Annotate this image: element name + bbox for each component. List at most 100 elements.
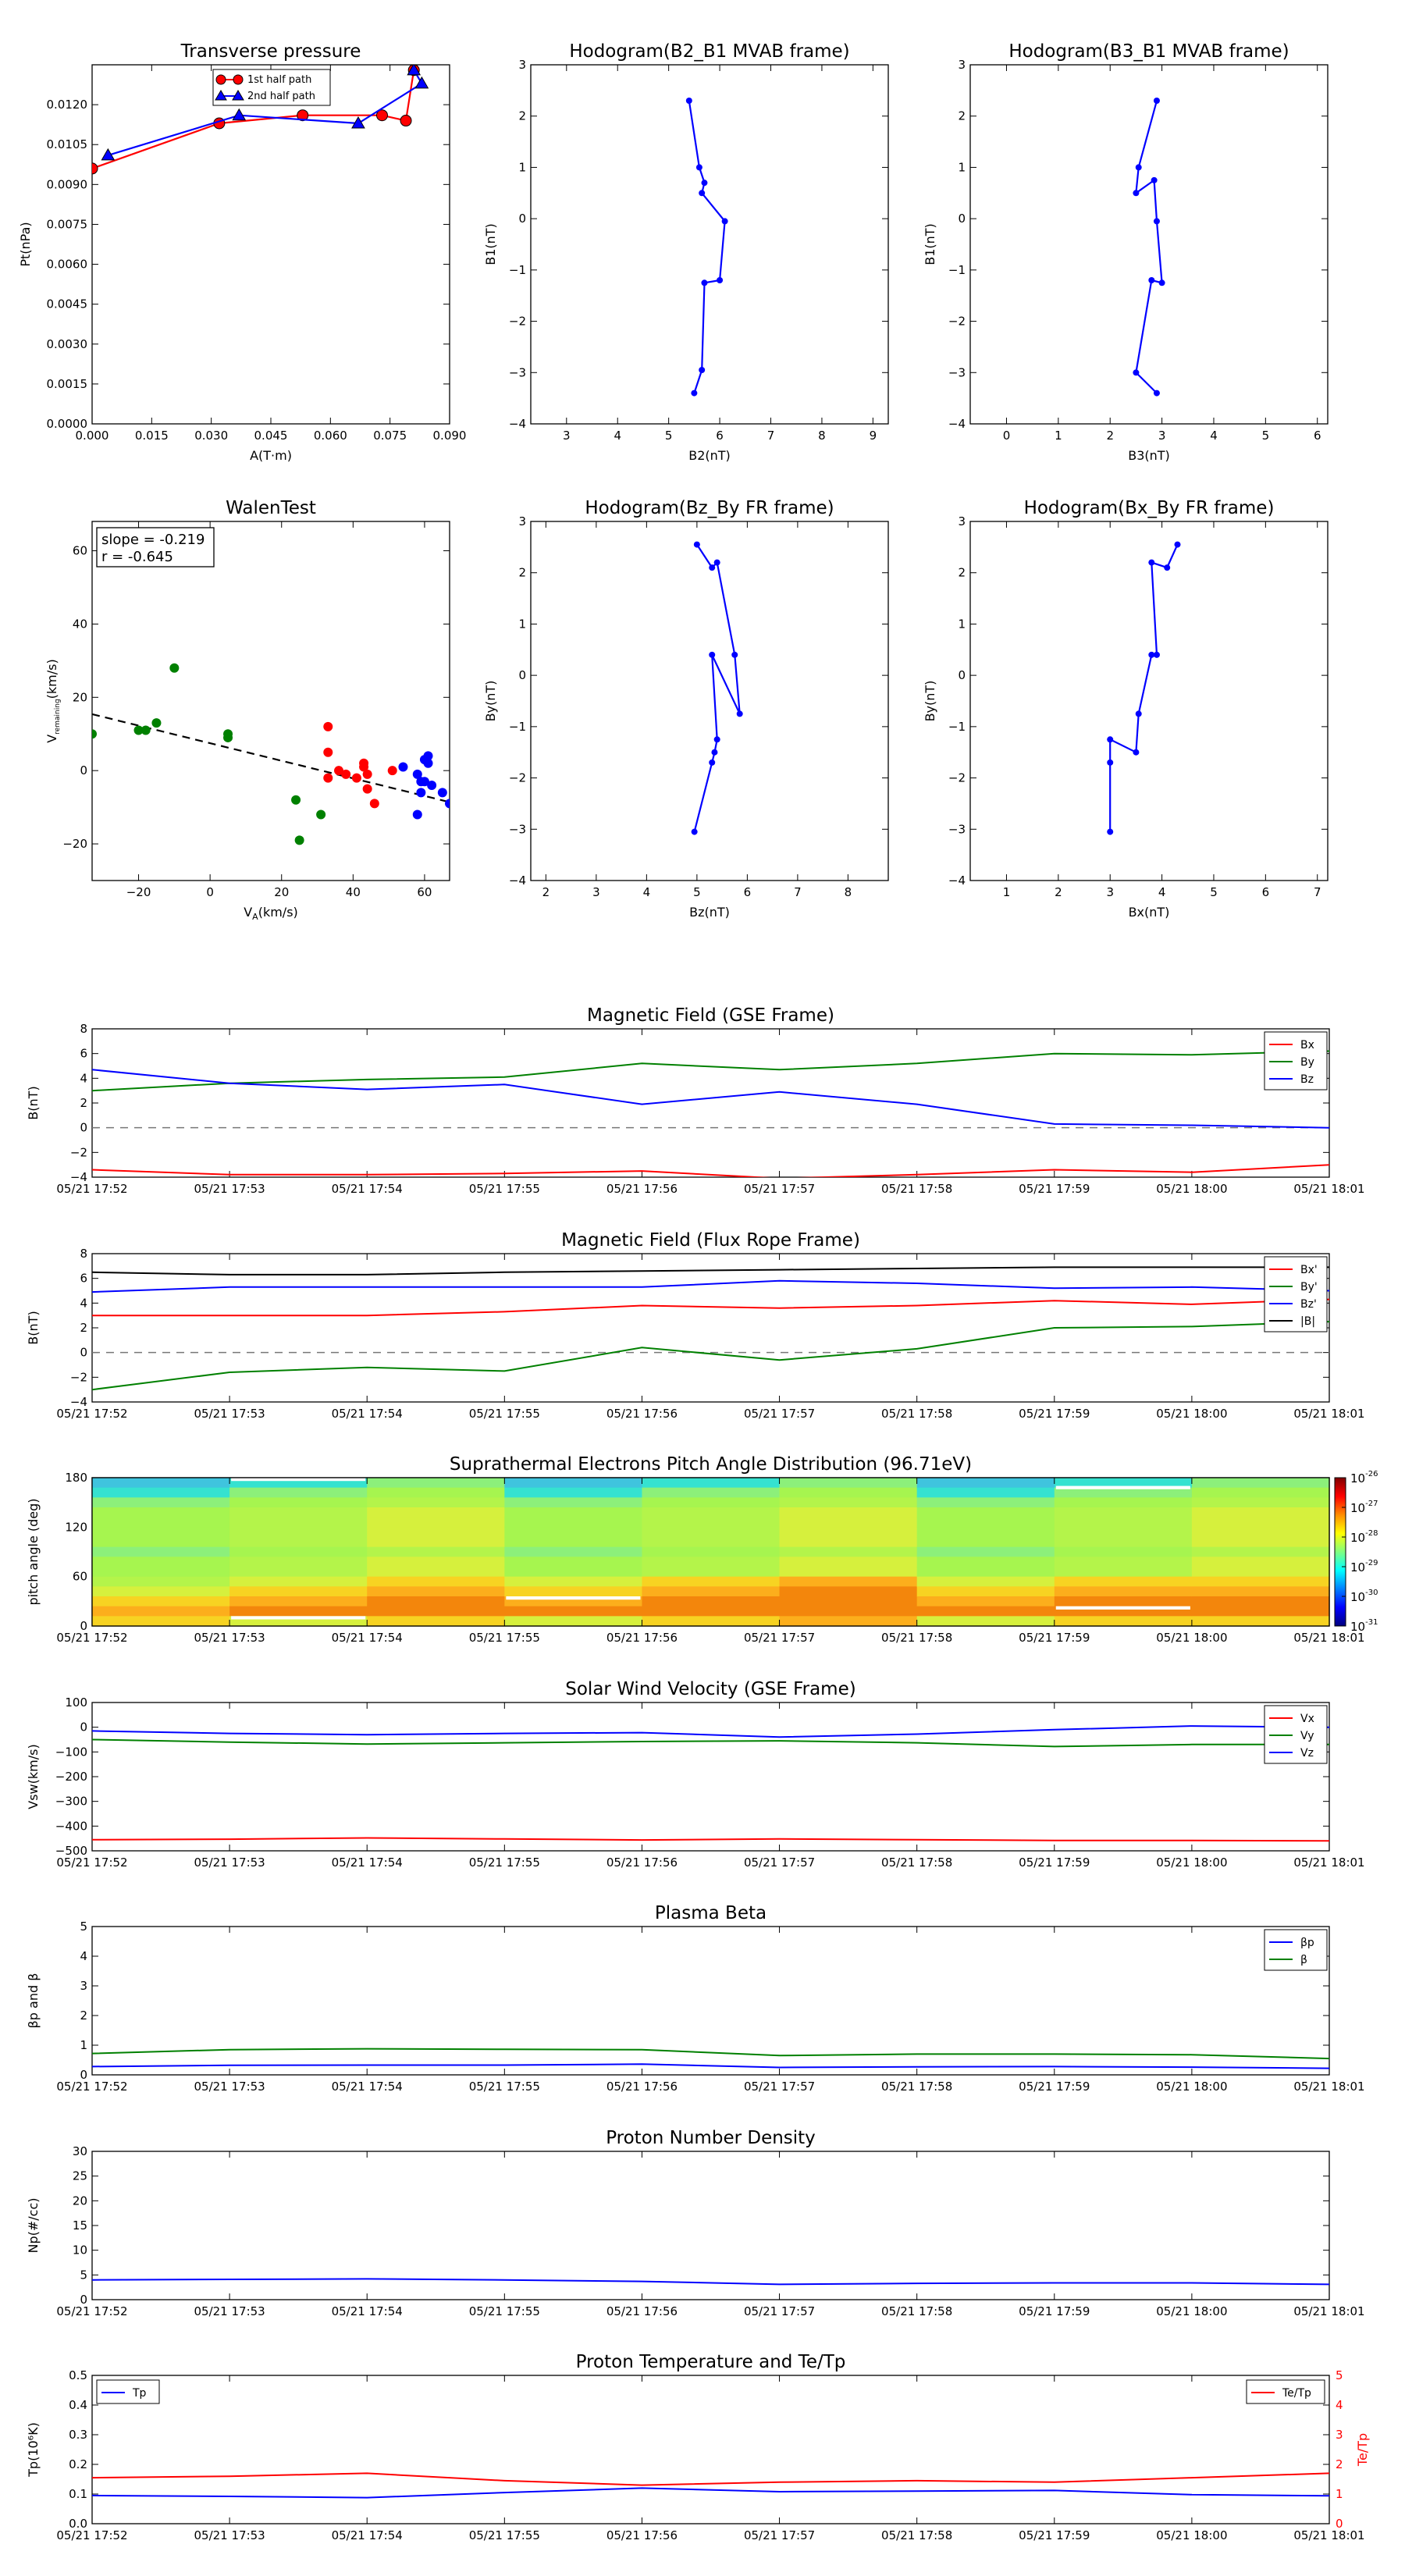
- heatmap-cell: [92, 1478, 230, 1489]
- data-point: [398, 762, 408, 772]
- y-tick-label: −200: [55, 1770, 87, 1784]
- x-tick-label: 05/21 17:53: [194, 2080, 265, 2094]
- x-tick-label: 05/21 17:54: [332, 1407, 403, 1421]
- legend-label: Bz: [1300, 1073, 1314, 1086]
- legend-label: Vx: [1300, 1713, 1314, 1725]
- chart-bfr: Magnetic Field (Flux Rope Frame) −4 −2 0 2 4 6…: [26, 1230, 1365, 1421]
- x-tick-label: 05/21 17:52: [56, 2528, 127, 2542]
- x-axis-label: Bz(nT): [689, 905, 730, 920]
- data-point: [334, 766, 344, 776]
- x-tick-label: 05/21 17:58: [881, 1407, 952, 1421]
- y-tick-label: 2: [958, 566, 966, 580]
- chart-title: Proton Temperature and Te/Tp: [576, 2352, 846, 2372]
- data-point: [691, 390, 698, 397]
- y-tick-label: 0: [80, 1346, 87, 1360]
- heatmap-cell: [92, 1616, 230, 1627]
- data-point: [1107, 828, 1114, 835]
- heatmap-cell: [642, 1586, 781, 1597]
- y-tick-label: −2: [509, 771, 526, 785]
- x-tick-label: 05/21 17:59: [1019, 2528, 1090, 2542]
- chart-pad: Suprathermal Electrons Pitch Angle Distr…: [26, 1454, 1378, 1645]
- y-tick-label: 0: [518, 212, 526, 226]
- data-point: [1148, 277, 1155, 283]
- plot-frame: [91, 1926, 1330, 2076]
- heatmap-cell: [642, 1567, 781, 1578]
- x-tick-label: 05/21 18:00: [1156, 1631, 1227, 1645]
- plot-frame: [91, 1702, 1330, 1852]
- chart-h3: Hodogram(Bz_By FR frame) 2 3 4 5 6 7 8 −4 −3 −2 −1 0…: [483, 498, 889, 920]
- x-tick-label: 6: [1262, 885, 1270, 899]
- x-tick-label: 05/21 17:55: [469, 1182, 540, 1196]
- heatmap-cell: [504, 1557, 643, 1567]
- y-tick-label: −4: [70, 1395, 87, 1409]
- data-point: [717, 277, 724, 283]
- chart-title: Solar Wind Velocity (GSE Frame): [565, 1679, 855, 1699]
- data-point: [721, 218, 728, 225]
- heatmap-cell: [229, 1487, 368, 1498]
- heatmap-cell: [779, 1557, 918, 1567]
- legend-label: Tp: [132, 2387, 147, 2400]
- data-point: [140, 725, 151, 735]
- data-point: [323, 721, 333, 731]
- x-tick-label: 8: [845, 885, 852, 899]
- x-tick-label: 05/21 17:58: [881, 2080, 952, 2094]
- heatmap-cell: [92, 1606, 230, 1617]
- heatmap-cell: [916, 1478, 1055, 1489]
- heatmap-cell: [779, 1507, 918, 1518]
- heatmap-cell: [916, 1586, 1055, 1597]
- heatmap-cell: [229, 1546, 368, 1557]
- x-tick-label: 05/21 17:56: [606, 1631, 678, 1645]
- legend-label: By': [1300, 1281, 1318, 1293]
- x-tick-label: 05/21 17:53: [194, 2304, 265, 2318]
- y-tick-label: 30: [73, 2144, 87, 2158]
- x-tick-label: 05/21 17:57: [744, 1631, 815, 1645]
- heatmap-cell: [916, 1546, 1055, 1557]
- x-tick-label: 05/21 17:58: [881, 2304, 952, 2318]
- data-point: [1135, 164, 1142, 171]
- heatmap-cell: [642, 1507, 781, 1518]
- heatmap-cell: [367, 1616, 505, 1627]
- legend-label: β: [1300, 1954, 1307, 1966]
- data-point: [1107, 736, 1114, 743]
- heatmap-cell: [367, 1517, 505, 1528]
- chart-np: Proton Number Density 0 5 10 15 20 25 30 05/21 1…: [26, 2128, 1365, 2318]
- chart-title: Hodogram(B3_B1 MVAB frame): [1008, 41, 1289, 62]
- y-axis-label: βp and β: [26, 1973, 41, 2029]
- heatmap-cell: [92, 1586, 230, 1597]
- x-tick-label: 05/21 18:00: [1156, 1182, 1227, 1196]
- heatmap-cell: [642, 1596, 781, 1607]
- x-tick-label: 5: [1210, 885, 1218, 899]
- heatmap-cell: [1191, 1606, 1330, 1617]
- x-tick-label: 6: [1314, 429, 1321, 443]
- data-point: [423, 758, 433, 768]
- heatmap-cell: [779, 1478, 918, 1489]
- x-tick-label: 9: [870, 429, 877, 443]
- y-tick-label: −1: [509, 263, 526, 277]
- x-tick-label: 05/21 17:52: [56, 1407, 127, 1421]
- y-tick-label: 0.0120: [47, 98, 88, 112]
- heatmap-cell: [1054, 1517, 1193, 1528]
- x-tick-label: 05/21 17:55: [469, 1407, 540, 1421]
- colorbar-tick-label: 10-28: [1350, 1529, 1378, 1545]
- data-point: [133, 725, 144, 735]
- legend-label: Vy: [1300, 1730, 1314, 1742]
- colorbar-tick-label: 10-26: [1350, 1470, 1378, 1485]
- colorbar: [1334, 1477, 1346, 1627]
- x-tick-label: 2: [1106, 429, 1114, 443]
- x-tick-label: 05/21 17:56: [606, 2528, 678, 2542]
- series-line: [91, 2472, 1330, 2486]
- x-tick-label: 4: [643, 885, 651, 899]
- heatmap-cell: [229, 1576, 368, 1587]
- heatmap-cell: [1054, 1497, 1193, 1508]
- legend-marker: [232, 90, 244, 101]
- legend: Bx By Bz: [1264, 1031, 1328, 1091]
- y-tick-label: 4: [80, 1949, 87, 1963]
- legend-label: Bx: [1300, 1039, 1314, 1051]
- series-line: [92, 1266, 1329, 1276]
- x-tick-label: 5: [665, 429, 673, 443]
- heatmap-cell: [1191, 1586, 1330, 1597]
- x-tick-label: 05/21 17:58: [881, 2528, 952, 2542]
- colorbar-tick-label: 10-27: [1350, 1500, 1378, 1515]
- data-point: [316, 809, 326, 820]
